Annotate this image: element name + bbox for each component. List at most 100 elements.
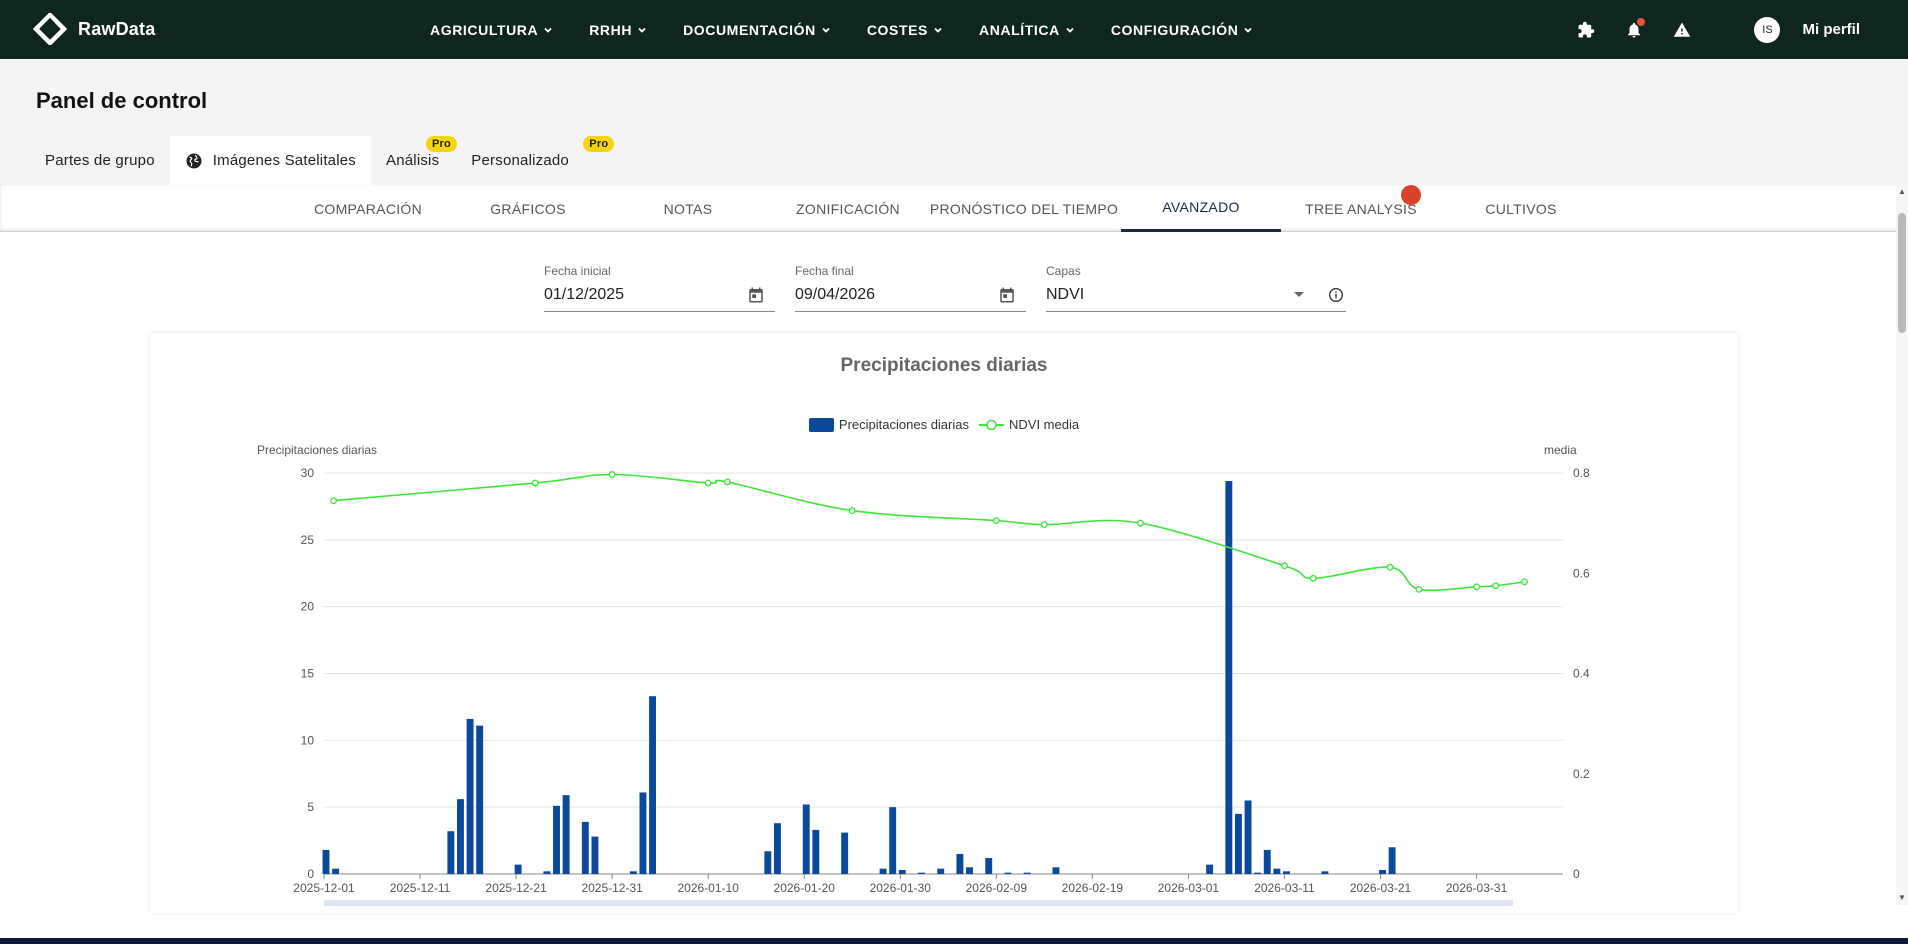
ndvi-line [333,473,1525,592]
precip-bar [937,868,945,874]
x-tick-label: 2025-12-21 [485,881,547,895]
subtab-pronostico[interactable]: PRONÓSTICO DEL TIEMPO [928,185,1120,232]
subtab-notas[interactable]: NOTAS [608,185,768,232]
precip-bar [1206,864,1214,874]
precip-bar [649,696,657,874]
warning-icon[interactable] [1670,18,1694,42]
layer-select[interactable]: Capas NDVI [1046,264,1346,312]
puzzle-icon[interactable] [1574,18,1598,42]
sub-tabs: COMPARACIÓN GRÁFICOS NOTAS ZONIFICACIÓN … [0,185,1898,232]
precip-bar [918,872,925,874]
chevron-down-icon [822,27,830,33]
pro-badge: Pro [583,136,615,152]
precip-bar [1004,872,1012,874]
subtab-tree-analysis[interactable]: TREE ANALYSIS [1281,185,1441,232]
precip-bar [1273,868,1281,874]
nav-label: COSTES [866,21,928,38]
nav-label: CONFIGURACIÓN [1110,21,1239,38]
precip-bar [1244,800,1252,874]
subtab-comparacion[interactable]: COMPARACIÓN [288,185,448,232]
calendar-icon[interactable] [745,284,767,306]
profile-link[interactable]: Mi perfil [1802,21,1860,38]
precip-bar [1023,872,1031,874]
rawdata-logo-icon [32,11,72,47]
y-right-tick-label: 0.8 [1573,466,1590,480]
start-date-field[interactable]: Fecha inicial 01/12/2025 [544,264,775,312]
ndvi-point [1492,582,1500,590]
layer-label: Capas [1046,264,1081,278]
nav-agricultura[interactable]: AGRICULTURA [430,22,553,38]
x-tick-label: 2025-12-31 [581,881,643,895]
subtab-label: ZONIFICACIÓN [796,200,900,217]
scroll-down-icon[interactable]: ▼ [1898,893,1906,902]
chevron-down-icon [544,27,552,33]
bell-icon[interactable] [1622,17,1646,42]
scroll-up-icon[interactable]: ▲ [1898,187,1906,196]
start-date-label: Fecha inicial [544,264,611,278]
tab-analisis[interactable]: Análisis Pro [371,136,457,185]
tab-imagenes-satelitales[interactable]: Imágenes Satelitales [169,136,371,185]
avatar[interactable]: IS [1754,16,1781,43]
ndvi-point [848,507,856,515]
chart-legend: Precipitaciones diarias NDVI media [150,417,1738,432]
ndvi-point [1281,562,1288,570]
nav-configuracion[interactable]: CONFIGURACIÓN [1111,22,1254,38]
main-tabs: Partes de grupo Imágenes Satelitales Aná… [30,136,615,185]
legend-item-ndvi[interactable]: NDVI media [979,417,1079,432]
precip-bar [543,871,551,874]
top-actions: IS Mi perfil [1574,0,1908,59]
subtab-label: PRONÓSTICO DEL TIEMPO [929,200,1119,217]
y-left-tick-label: 20 [301,600,315,614]
legend-item-precipitaciones[interactable]: Precipitaciones diarias [808,417,969,432]
precip-bar [1388,847,1396,874]
tab-label: Partes de grupo [45,152,155,169]
info-icon[interactable] [1325,284,1347,306]
precip-bar [591,836,599,874]
chevron-down-icon [1244,27,1253,33]
subtab-avanzado[interactable]: AVANZADO [1121,185,1281,232]
chevron-down-icon [1066,27,1074,33]
precip-bar [466,718,474,874]
end-date-field[interactable]: Fecha final 09/04/2026 [795,264,1026,312]
layer-value: NDVI [1046,286,1085,303]
precip-bar [985,857,993,874]
subtab-cultivos[interactable]: CULTIVOS [1441,185,1601,232]
y-left-tick-label: 15 [301,667,315,681]
y-left-tick-label: 25 [301,533,315,547]
nav-documentacion[interactable]: DOCUMENTACIÓN [683,22,831,38]
start-date-value: 01/12/2025 [544,286,625,303]
precip-bar [802,804,810,874]
precip-bar [1379,869,1386,874]
chevron-down-icon [638,27,646,33]
precip-bar [1225,481,1233,874]
precip-bar [629,871,637,874]
ndvi-point [1415,585,1423,593]
subtab-label: NOTAS [663,200,713,217]
precip-bar [841,832,849,874]
precip-bar [581,821,589,874]
precip-bar [879,868,887,874]
y-right-tick-label: 0.2 [1573,767,1590,781]
nav-analitica[interactable]: ANALÍTICA [979,22,1075,38]
scrollbar[interactable]: ▲ ▼ [1896,185,1908,905]
ndvi-point [1309,574,1317,582]
tab-partes-de-grupo[interactable]: Partes de grupo [30,136,170,185]
calendar-icon[interactable] [996,284,1018,306]
dropdown-arrow-icon[interactable] [1288,284,1310,306]
ndvi-point [1136,519,1144,527]
globe-icon [186,153,202,168]
chart-plot: 0 5 10 15 20 25 30 0 0.2 0.4 0.6 0.8 Precipitaciones… [257,443,1590,906]
x-tick-label: 2026-03-11 [1254,881,1315,895]
app-logo[interactable]: RawData [32,11,155,47]
subtab-graficos[interactable]: GRÁFICOS [448,185,608,232]
ndvi-point [992,517,1000,525]
tab-personalizado[interactable]: Personalizado Pro [441,136,615,185]
y-right-tick-label: 0.6 [1573,566,1590,580]
scroll-thumb[interactable] [1898,213,1906,333]
nav-rrhh[interactable]: RRHH [589,22,647,38]
x-tick-label: 2026-03-21 [1350,881,1412,895]
subtab-zonificacion[interactable]: ZONIFICACIÓN [768,185,928,232]
nav-costes[interactable]: COSTES [867,22,943,38]
precip-bar [332,868,340,874]
x-tick-label: 2025-12-01 [293,881,355,895]
